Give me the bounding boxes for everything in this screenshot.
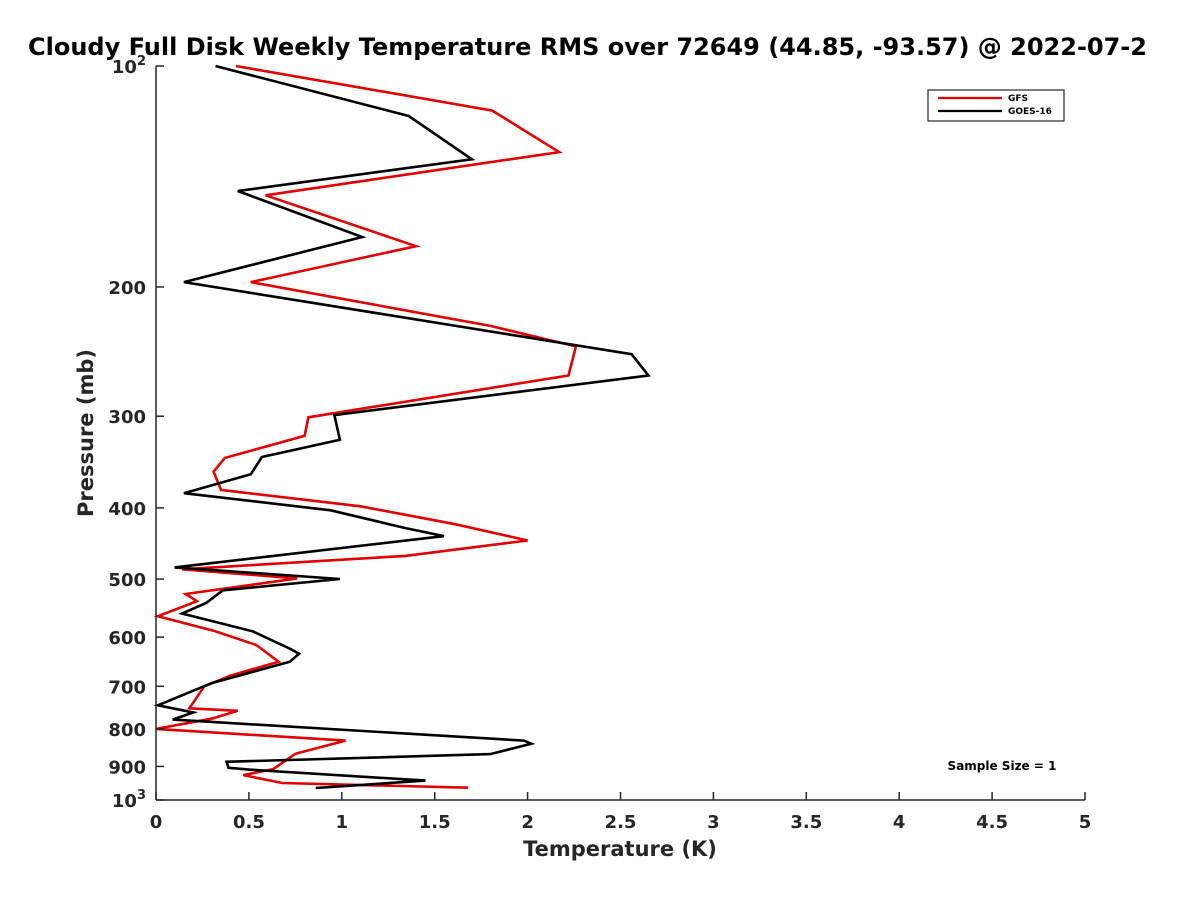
x-tick-label: 3: [707, 812, 720, 833]
x-tick-label: 0.5: [233, 812, 265, 833]
y-tick-label: 400: [108, 499, 146, 520]
x-tick-label: 4.5: [976, 812, 1008, 833]
y-tick-label: 500: [108, 570, 146, 591]
y-tick-label: 900: [108, 757, 146, 778]
y-tick-label: 200: [108, 278, 146, 299]
y-tick-label: 600: [108, 628, 146, 649]
x-tick-label: 1.5: [419, 812, 451, 833]
y-tick-label: 700: [108, 677, 146, 698]
legend-box: [927, 89, 1065, 122]
y-tick-label: 103: [112, 788, 146, 812]
x-tick-label: 1: [336, 812, 349, 833]
series-line-goes-16: [153, 64, 651, 790]
y-tick-label: 102: [112, 54, 146, 78]
y-tick-label: 800: [108, 720, 146, 741]
x-axis-label: Temperature (K): [523, 837, 717, 861]
legend: GFS GOES-16: [927, 89, 1065, 122]
series-line-gfs: [153, 64, 578, 789]
x-tick-label: 4: [893, 812, 906, 833]
y-tick-label: 300: [108, 407, 146, 428]
x-tick-label: 0: [150, 812, 163, 833]
x-tick-label: 2: [521, 812, 534, 833]
legend-label-goes-16: GOES-16: [1008, 107, 1052, 117]
x-tick-label: 5: [1079, 812, 1092, 833]
legend-label-gfs: GFS: [1008, 94, 1028, 104]
x-tick-label: 2.5: [605, 812, 637, 833]
chart-title: Cloudy Full Disk Weekly Temperature RMS …: [28, 33, 1147, 61]
sample-size-annotation: Sample Size = 1: [948, 759, 1057, 773]
plot-area: 0 0.5 1 1.5 2 2.5 3 3.5 4 4.5 5 102 200 300 400 500 600 7…: [108, 54, 1091, 833]
x-tick-label: 3.5: [790, 812, 822, 833]
y-axis-label: Pressure (mb): [74, 349, 98, 517]
